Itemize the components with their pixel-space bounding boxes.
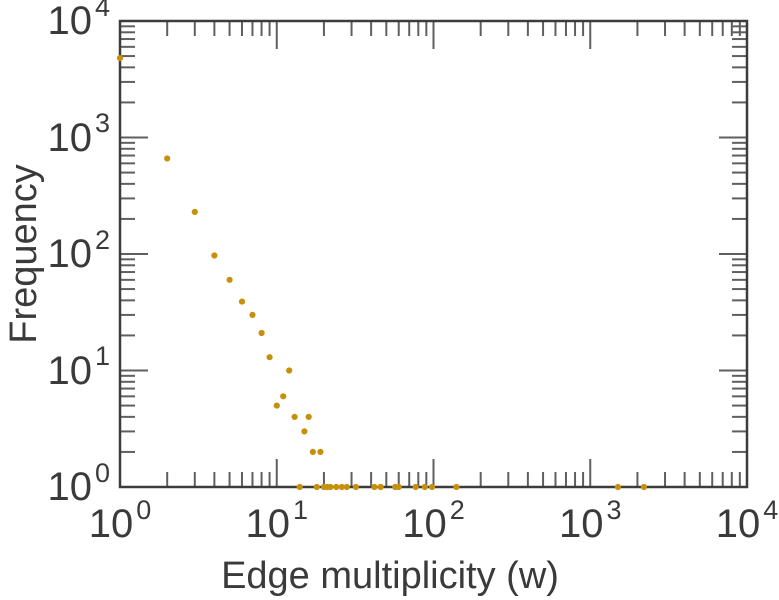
- tick-label-base: 10: [402, 502, 447, 546]
- tick-label-exponent: 0: [136, 494, 152, 525]
- tick-label-base: 10: [47, 232, 92, 276]
- tick-label-exponent: 3: [94, 108, 110, 138]
- data-point: [309, 448, 316, 455]
- data-point: [258, 329, 265, 337]
- data-point: [191, 208, 198, 215]
- x-tick-label: 10 1: [217, 494, 337, 550]
- tick-label-exponent: 2: [94, 224, 110, 255]
- tick-label-exponent: 0: [94, 457, 110, 488]
- data-point: [313, 483, 320, 491]
- tick-label-base: 10: [558, 502, 604, 546]
- x-tick-label: 10 2: [374, 494, 494, 550]
- data-point: [291, 413, 298, 420]
- tick-label-base: 10: [47, 115, 92, 160]
- tick-label-base: 10: [47, 0, 92, 43]
- tick-label-exponent: 1: [94, 341, 110, 371]
- data-point: [266, 354, 273, 361]
- data-point: [453, 483, 460, 491]
- tick-label-base: 10: [47, 348, 92, 393]
- data-point: [211, 252, 218, 259]
- data-point: [164, 155, 171, 162]
- data-point: [352, 483, 359, 491]
- y-axis-title: Frequency: [3, 164, 45, 344]
- data-point: [296, 483, 303, 491]
- data-point: [280, 393, 287, 400]
- y-tick-label: 10 2: [0, 226, 110, 282]
- x-tick-label: 10 4: [687, 494, 779, 550]
- data-point: [333, 483, 340, 491]
- tick-label-base: 10: [715, 502, 761, 546]
- x-tick-label: 10 0: [60, 494, 180, 550]
- data-point: [371, 483, 378, 491]
- tick-label-exponent: 1: [292, 494, 309, 525]
- y-tick-label: 10 1: [0, 343, 110, 399]
- data-point: [305, 413, 312, 420]
- tick-label-base: 10: [88, 502, 134, 546]
- y-tick-label: 10 0: [0, 459, 110, 515]
- data-point: [273, 402, 280, 409]
- data-point: [377, 483, 384, 491]
- data-point: [286, 367, 293, 374]
- data-point: [249, 311, 256, 318]
- data-point: [614, 483, 622, 491]
- y-tick-label: 10 3: [0, 110, 110, 166]
- data-point: [301, 428, 308, 435]
- data-point: [317, 448, 324, 455]
- data-point: [395, 483, 402, 491]
- data-point: [116, 55, 124, 62]
- tick-label-exponent: 4: [94, 0, 110, 22]
- data-point: [412, 483, 419, 491]
- y-tick-label: 10 4: [0, 0, 110, 49]
- tick-label-base: 10: [47, 465, 92, 509]
- tick-label-base: 10: [245, 502, 290, 546]
- data-point: [640, 483, 648, 491]
- data-point: [343, 483, 350, 491]
- tick-label-exponent: 4: [763, 494, 779, 525]
- data-point: [327, 483, 334, 491]
- data-point: [226, 276, 233, 283]
- x-axis-title: Edge multiplicity (w): [221, 555, 559, 597]
- data-point: [238, 298, 246, 305]
- data-point: [338, 483, 345, 491]
- tick-label-exponent: 3: [606, 494, 622, 525]
- tick-label-exponent: 2: [449, 494, 465, 525]
- x-tick-label: 10 3: [530, 494, 650, 550]
- data-point: [421, 483, 428, 491]
- data-point: [429, 483, 436, 491]
